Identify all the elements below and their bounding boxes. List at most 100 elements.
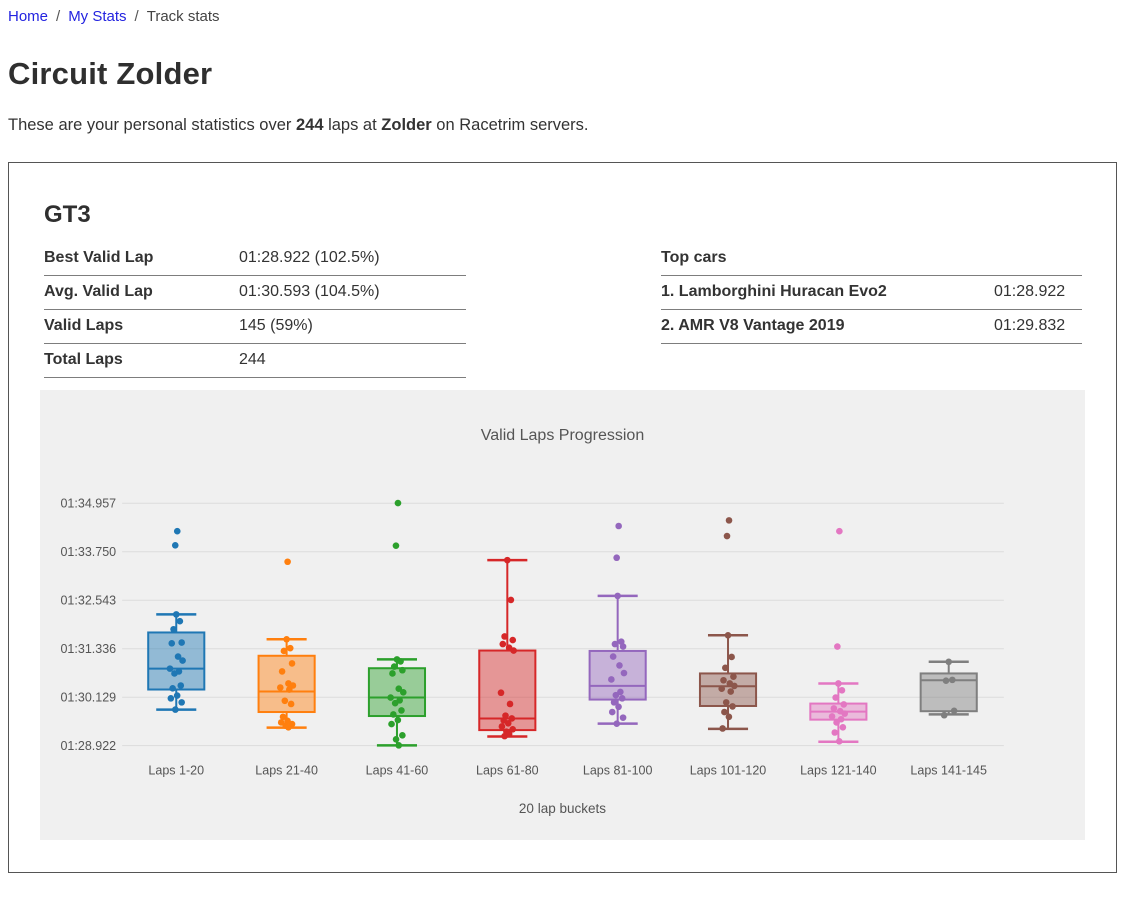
lap-point — [509, 636, 517, 644]
lap-point — [608, 676, 615, 683]
lap-point — [392, 736, 400, 743]
y-axis-tick-label: 01:31.336 — [60, 642, 116, 656]
lap-point — [618, 695, 626, 702]
outlier-point — [392, 542, 400, 549]
car-best-time: 01:29.832 — [994, 309, 1082, 344]
outlier-point — [836, 527, 843, 535]
lap-point — [835, 738, 843, 745]
top-cars-table: Top cars 1. Lamborghini Huracan Evo2 01:… — [661, 242, 1082, 344]
outlier-point — [171, 541, 179, 549]
table-row: Best Valid Lap 01:28.922 (102.5%) — [44, 242, 466, 276]
lap-point — [727, 688, 735, 695]
iqr-box — [147, 631, 206, 691]
intro-lap-count: 244 — [295, 116, 324, 134]
y-axis-tick-label: 01:30.129 — [60, 691, 116, 705]
x-axis-tick-label: Laps 1-20 — [148, 764, 204, 778]
lap-point — [391, 699, 399, 707]
lap-point — [942, 677, 950, 684]
lap-point — [728, 653, 735, 661]
lap-point — [504, 556, 511, 564]
stat-value: 244 — [239, 343, 466, 378]
lap-point — [283, 635, 290, 643]
x-axis-tick-label: Laps 21-40 — [255, 764, 318, 778]
lap-point — [174, 653, 182, 660]
breadcrumb-link-home[interactable]: Home — [8, 8, 49, 25]
y-axis-tick-label: 01:32.543 — [60, 594, 116, 608]
breadcrumb-link-my-stats[interactable]: My Stats — [68, 8, 127, 25]
lap-point — [724, 631, 732, 639]
box-series-laps-81-100[interactable] — [588, 522, 647, 727]
lap-point — [167, 695, 175, 702]
stat-label: Avg. Valid Lap — [44, 275, 239, 310]
table-row: Avg. Valid Lap 01:30.593 (104.5%) — [44, 275, 466, 310]
outlier-point — [394, 499, 402, 507]
stat-value: 145 (59%) — [239, 309, 466, 344]
lap-point — [177, 682, 185, 689]
lap-point — [504, 719, 512, 727]
lap-point — [176, 617, 184, 625]
box-series-laps-121-140[interactable] — [809, 527, 868, 745]
box-series-laps-61-80[interactable] — [478, 556, 537, 740]
lap-point — [387, 694, 394, 701]
stat-value: 01:30.593 (104.5%) — [239, 275, 466, 310]
lap-point — [835, 680, 842, 687]
lap-point — [729, 703, 736, 710]
valid-laps-progression-boxplot[interactable]: Valid Laps Progression 01:34.957 01:33.750… — [40, 390, 1085, 840]
outlier-point — [725, 517, 733, 524]
lap-point — [721, 708, 728, 716]
lap-point — [840, 701, 848, 708]
lap-point — [610, 699, 618, 706]
box-series-laps-21-40[interactable] — [257, 558, 316, 731]
stats-card: GT3 Best Valid Lap 01:28.922 (102.5%) Av… — [8, 162, 1117, 873]
top-cars-header: Top cars — [661, 242, 1082, 276]
box-series-laps-101-120[interactable] — [698, 517, 758, 732]
lap-point — [395, 685, 403, 693]
lap-point — [281, 697, 289, 705]
box-series-laps-41-60[interactable] — [367, 499, 427, 749]
x-axis-tick-label: Laps 141-145 — [910, 764, 987, 778]
page-title: Circuit Zolder — [8, 56, 213, 91]
car-name: 1. Lamborghini Huracan Evo2 — [661, 275, 994, 310]
outlier-point — [173, 527, 181, 535]
lap-point — [841, 710, 848, 717]
lap-point — [730, 673, 737, 680]
y-axis-tick-label: 01:28.922 — [60, 739, 116, 753]
lap-point — [950, 707, 958, 715]
lap-point — [619, 714, 627, 721]
lap-point — [172, 611, 180, 618]
table-row: 2. AMR V8 Vantage 2019 01:29.832 — [661, 309, 1082, 344]
x-axis-tick-label: Laps 81-100 — [583, 764, 653, 778]
lap-point — [171, 670, 178, 677]
lap-point — [608, 708, 616, 716]
lap-point — [398, 707, 405, 714]
stat-label: Valid Laps — [44, 309, 239, 344]
lap-point — [619, 643, 627, 650]
car-name: 2. AMR V8 Vantage 2019 — [661, 309, 994, 344]
stat-value: 01:28.922 (102.5%) — [239, 242, 466, 276]
lap-point — [945, 658, 953, 666]
box-series-laps-141-145[interactable] — [919, 658, 978, 719]
valid-laps-progression-chart-panel: Valid Laps Progression 01:34.957 01:33.750… — [40, 390, 1085, 840]
lap-point — [949, 676, 956, 684]
lap-point — [833, 719, 840, 726]
box-series-laps-1-20[interactable] — [147, 527, 206, 713]
lap-point — [609, 653, 617, 660]
lap-point — [395, 742, 403, 749]
lap-point — [509, 725, 517, 733]
lap-point — [832, 694, 839, 701]
y-axis-tick-label: 01:33.750 — [60, 545, 116, 559]
lap-point — [838, 687, 846, 694]
lap-point — [614, 592, 621, 600]
table-row: Top cars — [661, 242, 1082, 276]
lap-point — [276, 684, 284, 691]
lap-point — [389, 670, 396, 677]
lap-point — [831, 729, 839, 736]
table-row: 1. Lamborghini Huracan Evo2 01:28.922 — [661, 275, 1082, 310]
lap-point — [510, 647, 517, 654]
lap-point — [506, 700, 514, 708]
lap-point — [278, 668, 286, 675]
lap-point — [497, 689, 505, 697]
lap-point — [399, 732, 406, 739]
lap-point — [178, 699, 185, 706]
lap-point — [722, 699, 730, 706]
